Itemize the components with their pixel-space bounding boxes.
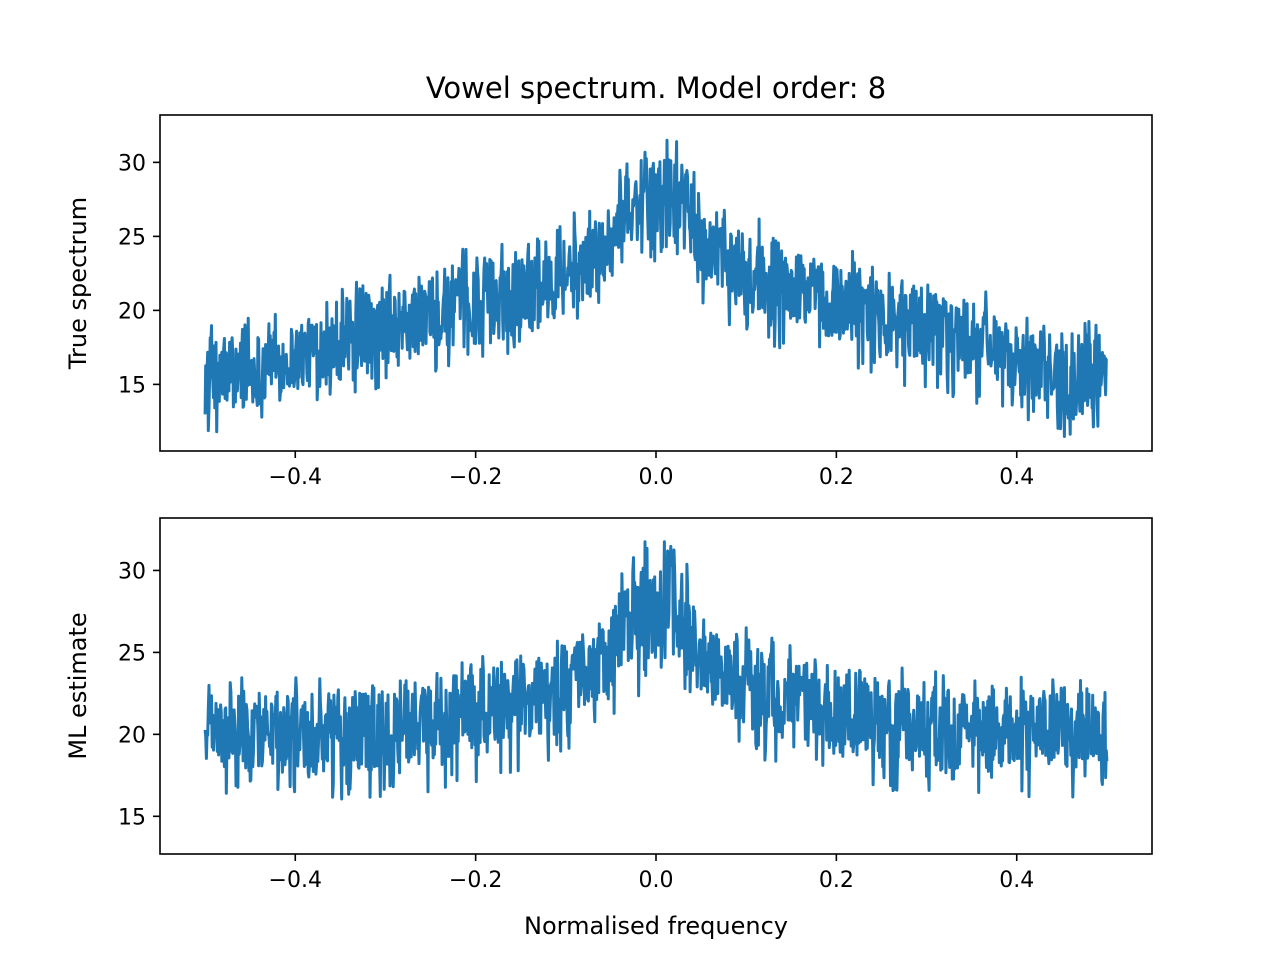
top-axes: −0.4 −0.2 0.0 0.2 0.4 15 20 25 30 True spectrum <box>64 114 1153 490</box>
top-x-ticks: −0.4 −0.2 0.0 0.2 0.4 <box>269 451 1034 490</box>
bottom-plot-area <box>203 540 1109 801</box>
bottom-x-tick-label: 0.4 <box>999 868 1034 893</box>
top-x-tick-label: −0.4 <box>269 465 322 490</box>
bottom-series-line <box>203 540 1109 801</box>
bottom-axes: −0.4 −0.2 0.0 0.2 0.4 15 20 25 30 ML estimate <box>64 517 1153 893</box>
bottom-y-tick-label: 20 <box>118 723 146 748</box>
top-series-line <box>203 138 1108 438</box>
top-x-tick-label: 0.4 <box>999 465 1034 490</box>
x-axis-label: Normalised frequency <box>524 912 788 940</box>
bottom-x-tick-label: 0.0 <box>639 868 674 893</box>
top-y-ticks: 15 20 25 30 <box>118 151 160 398</box>
bottom-y-tick-label: 15 <box>118 805 146 830</box>
bottom-y-tick-label: 25 <box>118 641 146 666</box>
top-plot-area <box>203 138 1108 438</box>
top-y-tick-label: 30 <box>118 151 146 176</box>
bottom-x-ticks: −0.4 −0.2 0.0 0.2 0.4 <box>269 854 1034 893</box>
top-y-axis-label: True spectrum <box>64 197 92 370</box>
bottom-x-tick-label: −0.2 <box>449 868 502 893</box>
top-y-tick-label: 25 <box>118 225 146 250</box>
bottom-y-ticks: 15 20 25 30 <box>118 559 160 830</box>
top-y-tick-label: 15 <box>118 373 146 398</box>
bottom-x-tick-label: 0.2 <box>819 868 854 893</box>
bottom-y-axis-label: ML estimate <box>64 612 92 759</box>
bottom-y-tick-label: 30 <box>118 559 146 584</box>
bottom-x-tick-label: −0.4 <box>269 868 322 893</box>
top-x-tick-label: −0.2 <box>449 465 502 490</box>
top-x-tick-label: 0.0 <box>639 465 674 490</box>
top-x-tick-label: 0.2 <box>819 465 854 490</box>
chart-title: Vowel spectrum. Model order: 8 <box>426 71 886 105</box>
top-y-tick-label: 20 <box>118 299 146 324</box>
